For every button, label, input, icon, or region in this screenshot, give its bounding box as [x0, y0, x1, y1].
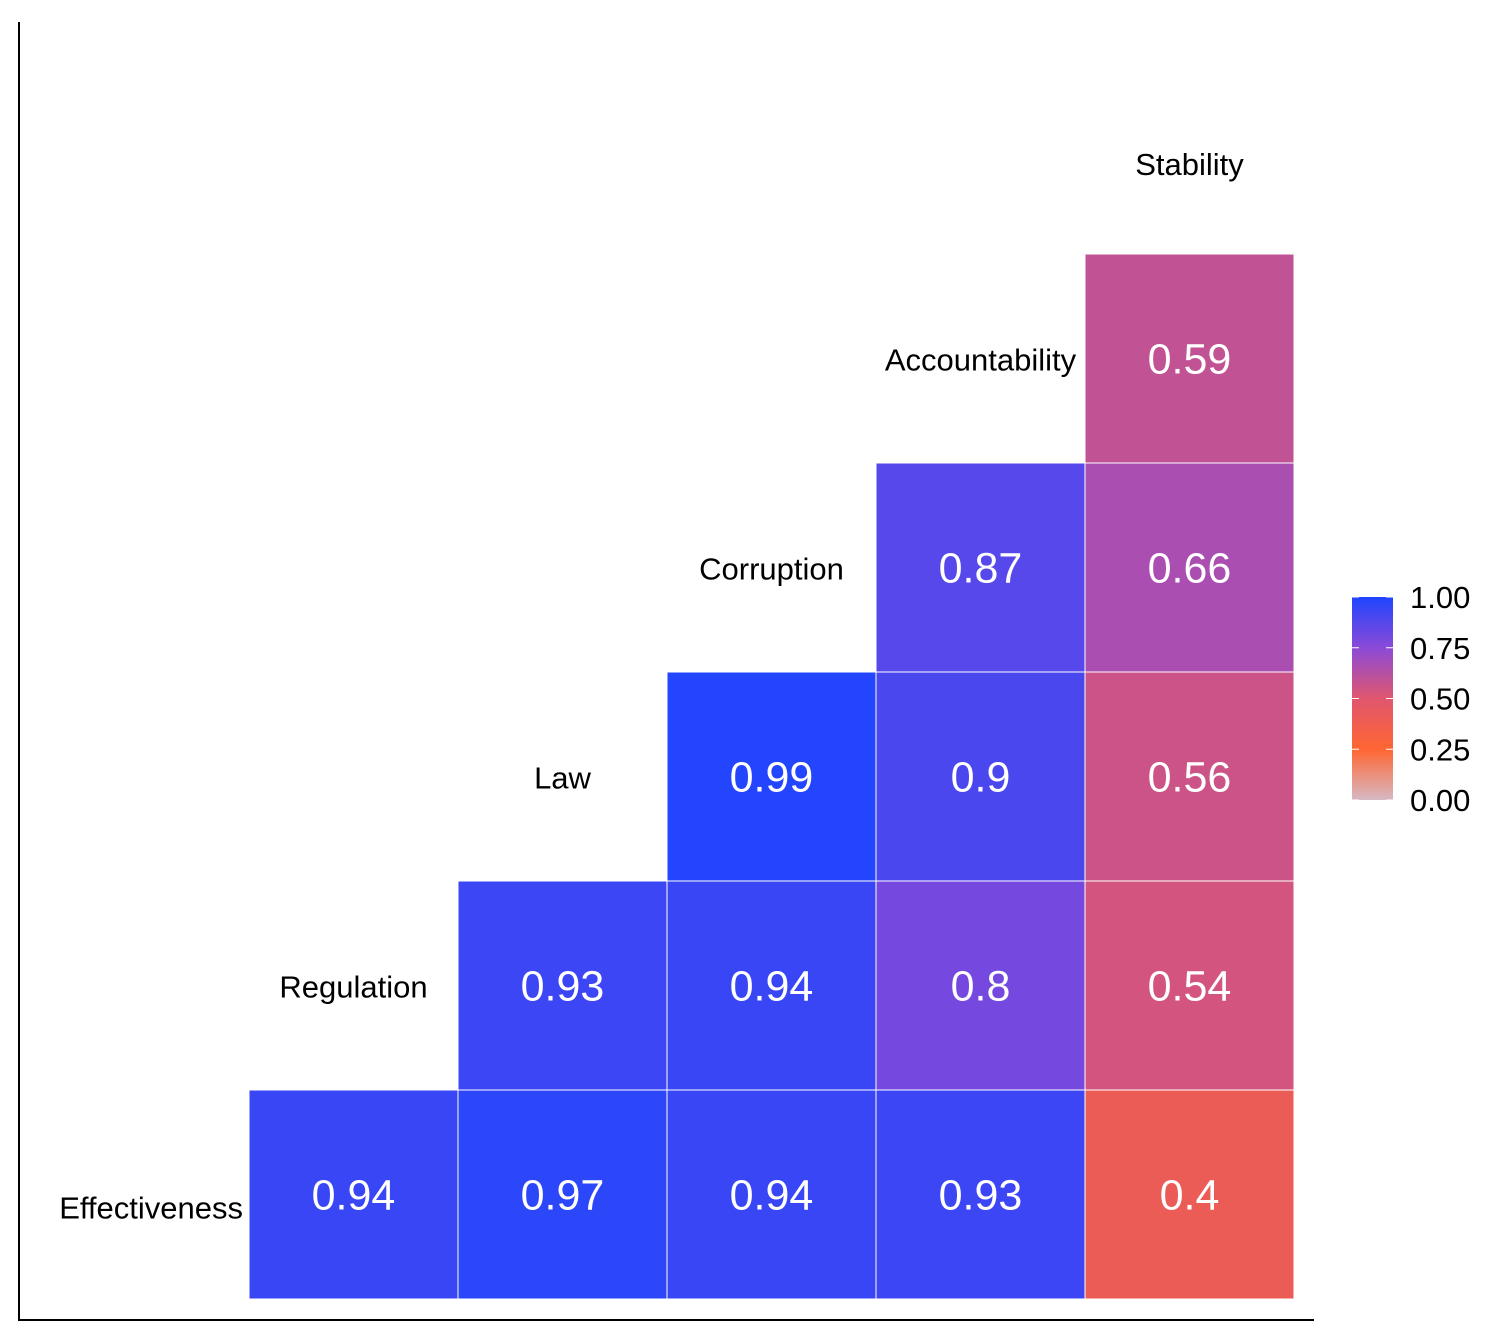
cell-value-label: 0.94: [730, 963, 814, 1011]
legend-tick-label: 0.50: [1410, 682, 1470, 717]
cell-value-label: 0.94: [312, 1172, 396, 1220]
heatmap-cell: [875, 671, 1086, 882]
cell-value-label: 0.54: [1148, 963, 1232, 1011]
variable-label: Accountability: [885, 343, 1077, 378]
variable-label: Stability: [1135, 147, 1244, 182]
heatmap-cell: [875, 462, 1086, 673]
color-legend: 0.00 0.25 0.50 0.75 1.00: [1352, 580, 1470, 818]
heatmap-cell: [875, 880, 1086, 1091]
variable-label: Law: [534, 761, 591, 796]
heatmap-cell: [875, 1089, 1086, 1300]
variable-labels: Effectiveness Regulation Law Corruption Acco…: [59, 147, 1244, 1226]
heatmap-cell: [1084, 253, 1295, 464]
cell-value-label: 0.93: [521, 963, 605, 1011]
heatmap-cell: [457, 880, 668, 1091]
cell-value-label: 0.87: [939, 545, 1023, 593]
heatmap-cell: [666, 880, 877, 1091]
heatmap-cell: [666, 671, 877, 882]
heatmap-cell: [457, 1089, 668, 1300]
cell-value-label: 0.9: [951, 754, 1011, 802]
variable-label: Corruption: [699, 552, 844, 587]
cell-value-label: 0.8: [951, 963, 1011, 1011]
heatmap-cell: [1084, 1089, 1295, 1300]
variable-label: Regulation: [279, 970, 427, 1005]
heatmap-cell: [666, 1089, 877, 1300]
cell-value-label: 0.59: [1148, 336, 1232, 384]
cell-value-label: 0.99: [730, 754, 814, 802]
legend-tick-label: 0.00: [1410, 783, 1470, 818]
variable-label: Effectiveness: [59, 1191, 243, 1226]
cell-value-label: 0.93: [939, 1172, 1023, 1220]
legend-tick-label: 0.75: [1410, 631, 1470, 666]
heatmap-cells: 0.94 0.97 0.94 0.93 0.4 0.93 0.94 0.8 0.54 0.99 0.…: [248, 253, 1295, 1300]
legend-tick-label: 0.25: [1410, 732, 1470, 767]
heatmap-cell: [1084, 880, 1295, 1091]
heatmap-cell: [1084, 671, 1295, 882]
cell-value-label: 0.66: [1148, 545, 1232, 593]
cell-value-label: 0.97: [521, 1172, 605, 1220]
cell-value-label: 0.56: [1148, 754, 1232, 802]
cell-value-label: 0.4: [1160, 1172, 1220, 1220]
heatmap-cell: [1084, 462, 1295, 673]
heatmap-cell: [248, 1089, 459, 1300]
legend-tick-label: 1.00: [1410, 580, 1470, 615]
cell-value-label: 0.94: [730, 1172, 814, 1220]
